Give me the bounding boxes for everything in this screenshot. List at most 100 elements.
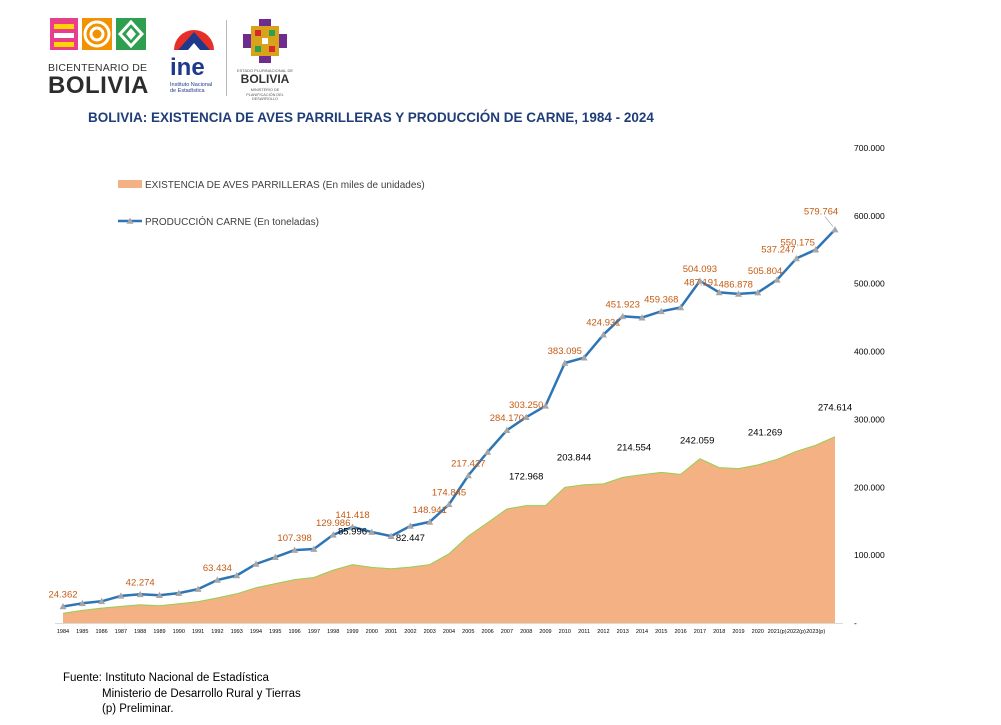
x-tick-label: 2018	[713, 629, 725, 635]
chart-title: BOLIVIA: EXISTENCIA DE AVES PARRILLERAS …	[88, 110, 654, 125]
label-leader-line	[824, 216, 834, 227]
bicentenario-logo: BICENTENARIO DE BOLIVIA	[48, 14, 158, 100]
x-tick-label: 1993	[231, 629, 243, 635]
x-tick-label: 1999	[346, 629, 358, 635]
x-tick-label: 1997	[308, 629, 320, 635]
line-data-label: 217.427	[451, 458, 485, 469]
line-point	[831, 226, 839, 233]
legend-marker-carne	[126, 217, 134, 224]
x-tick-label: 2006	[481, 629, 493, 635]
area-data-label: 203.844	[557, 453, 591, 464]
area-data-label: 172.968	[509, 472, 543, 483]
line-point	[271, 553, 279, 560]
x-tick-label: 2004	[443, 629, 455, 635]
line-data-label: 24.362	[48, 589, 77, 600]
x-tick-label: 2021(p)	[768, 629, 787, 635]
line-point	[677, 303, 685, 311]
line-point	[445, 500, 453, 508]
line-data-label: 63.434	[203, 563, 232, 574]
x-tick-label: 1998	[327, 629, 339, 635]
legend-label-carne: PRODUCCIÓN CARNE (En toneladas)	[145, 215, 319, 228]
x-tick-label: 2003	[424, 629, 436, 635]
line-data-label: 579.764	[804, 207, 838, 218]
x-tick-label: 2019	[732, 629, 744, 635]
source-note: Fuente: Instituto Nacional de Estadístic…	[63, 671, 301, 718]
line-point	[542, 402, 549, 409]
x-tick-label: 1984	[57, 629, 69, 635]
line-point	[406, 522, 414, 529]
ine-logo: ine Instituto Nacional de Estadística	[168, 16, 220, 100]
line-point	[735, 290, 742, 297]
line-data-label: 424.931	[586, 318, 620, 329]
x-tick-label: 2002	[404, 629, 416, 635]
x-tick-label: 1995	[269, 629, 281, 635]
legend-swatch-aves	[118, 180, 142, 188]
line-data-label: 148.941	[413, 505, 447, 516]
line-data-label: 504.093	[683, 264, 717, 275]
y-tick-label: 700.000	[854, 143, 885, 153]
x-tick-label: 1994	[250, 629, 262, 635]
x-tick-label: 1987	[115, 629, 127, 635]
x-tick-label: 1985	[76, 629, 88, 635]
line-point	[233, 572, 241, 579]
line-point	[117, 592, 125, 599]
line-data-label: 303.250	[509, 400, 543, 411]
x-tick-label: 1991	[192, 629, 204, 635]
x-tick-label: 2015	[655, 629, 667, 635]
logo-divider	[226, 20, 227, 96]
line-point	[349, 523, 356, 530]
line-point	[773, 276, 781, 283]
line-data-label: 107.398	[277, 533, 311, 544]
line-data-label: 537.247	[761, 244, 795, 255]
line-data-label: 174.845	[432, 487, 466, 498]
line-point	[387, 532, 395, 539]
x-tick-label: 2001	[385, 629, 397, 635]
line-point	[252, 560, 260, 567]
x-tick-label: 2023(p)	[806, 629, 825, 635]
line-point	[638, 314, 646, 321]
line-point	[484, 448, 492, 455]
area-series-aves	[63, 436, 835, 623]
line-point	[426, 518, 434, 525]
source-line-1: Fuente: Instituto Nacional de Estadístic…	[63, 672, 269, 684]
line-point	[98, 597, 106, 605]
area-data-label: 242.059	[680, 436, 714, 447]
line-point	[156, 591, 163, 598]
line-point	[291, 546, 299, 553]
line-point	[580, 354, 588, 361]
x-tick-label: 1996	[288, 629, 300, 635]
y-tick-label: 200.000	[854, 482, 885, 492]
estado-logo: ESTADO PLURINACIONAL DE BOLIVIA MINISTER…	[234, 16, 296, 102]
bicentenario-text: BICENTENARIO DE	[48, 62, 148, 74]
area-series-edge	[62, 436, 836, 614]
ine-sub-line1: Instituto Nacional	[170, 82, 213, 88]
line-data-label: 129.986	[316, 518, 350, 529]
x-tick-label: 2005	[462, 629, 474, 635]
y-tick-label: -	[854, 618, 857, 628]
estado-ministry: MINISTERIO DE PLANIFICACIÓN DEL DESARROL…	[234, 88, 296, 102]
estado-ministry-line2: PLANIFICACIÓN DEL DESARROLLO	[246, 92, 284, 102]
y-tick-label: 300.000	[854, 414, 885, 424]
ine-wordmark: ine	[170, 54, 205, 81]
line-data-label: 459.368	[644, 294, 678, 305]
estado-caption: ESTADO PLURINACIONAL DE	[236, 68, 293, 73]
line-point	[310, 545, 318, 552]
line-point	[561, 359, 569, 366]
estado-ministry-line1: MINISTERIO DE	[250, 88, 280, 92]
x-tick-label: 2016	[674, 629, 686, 635]
x-tick-label: 2022(p)	[787, 629, 806, 635]
area-data-label: 85.996	[338, 527, 367, 538]
ine-emblem-icon	[174, 30, 214, 50]
line-point	[619, 312, 627, 320]
line-point	[329, 531, 337, 538]
x-tick-label: 1990	[173, 629, 185, 635]
x-tick-label: 2007	[501, 629, 513, 635]
line-data-label: 141.418	[335, 510, 369, 521]
line-point	[464, 471, 472, 479]
line-data-label: 486.878	[719, 280, 753, 291]
y-tick-label: 600.000	[854, 211, 885, 221]
area-data-label: 241.269	[748, 427, 782, 438]
line-point	[59, 602, 67, 610]
estado-country: BOLIVIA	[240, 72, 290, 86]
